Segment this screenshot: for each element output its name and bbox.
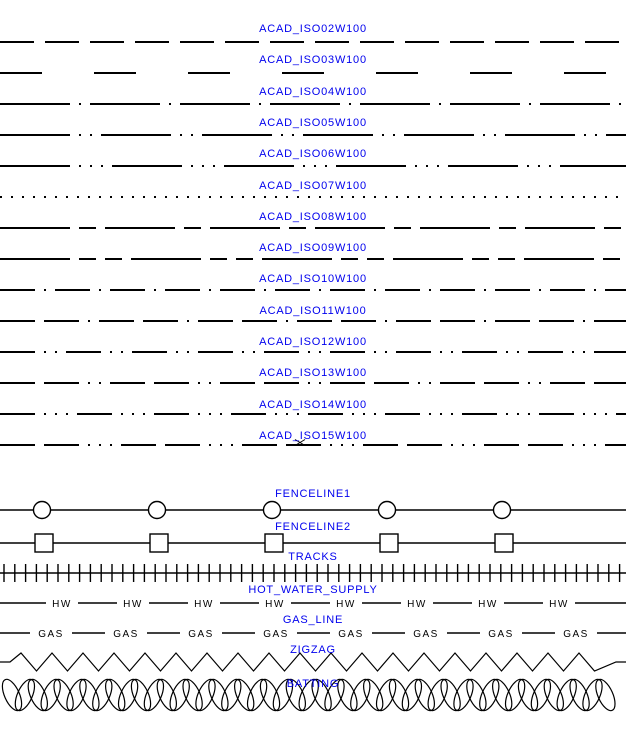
gas-inline-text: GAS <box>413 629 439 640</box>
point-marker-icon <box>294 439 306 446</box>
linetype-label-acad-iso11w100: ACAD_ISO11W100 <box>259 304 367 317</box>
hw-inline-text: HW <box>123 599 143 610</box>
linetype-sample-acad-iso11w100[interactable] <box>0 318 626 324</box>
linetype-sample-acad-iso12w100[interactable] <box>0 349 626 355</box>
linetype-sample-acad-iso05w100[interactable] <box>0 132 626 138</box>
linetype-label-acad-iso06w100: ACAD_ISO06W100 <box>259 148 367 161</box>
linetype-label-acad-iso05w100: ACAD_ISO05W100 <box>259 116 367 129</box>
linetype-label-tracks: TRACKS <box>288 551 338 563</box>
linetype-label-acad-iso12w100: ACAD_ISO12W100 <box>259 336 367 348</box>
linetype-label-acad-iso13w100: ACAD_ISO13W100 <box>259 367 367 380</box>
linetype-sample-acad-iso07w100[interactable] <box>0 194 626 200</box>
linetype-sample-acad-iso04w100[interactable] <box>0 101 626 107</box>
linetype-label-gas-line: GAS_LINE <box>282 614 344 626</box>
gas-inline-text: GAS <box>38 629 64 640</box>
fenceline1-sample[interactable] <box>0 497 626 523</box>
gas-line-sample[interactable]: GAS GAS GAS GAS GAS GAS GAS GAS <box>0 625 626 641</box>
gas-inline-text: GAS <box>488 629 514 640</box>
hw-inline-text: HW <box>265 599 285 610</box>
hot-water-supply-sample[interactable]: HW HW HW HW HW HW HW HW <box>0 595 626 611</box>
linetype-label-fenceline1: FENCELINE1 <box>275 488 351 500</box>
linetype-sample-acad-iso06w100[interactable] <box>0 163 626 169</box>
hw-inline-text: HW <box>407 599 427 610</box>
linetype-sample-acad-iso03w100[interactable] <box>0 70 626 76</box>
linetype-label-acad-iso04w100: ACAD_ISO04W100 <box>259 85 367 98</box>
linetype-label-hot-water-supply: HOT_WATER_SUPPLY <box>248 584 378 596</box>
linetype-label-acad-iso10w100: ACAD_ISO10W100 <box>259 273 367 286</box>
linetype-sample-acad-iso13w100[interactable] <box>0 380 626 386</box>
batting-sample[interactable] <box>0 677 626 715</box>
linetype-sample-acad-iso14w100[interactable] <box>0 411 626 417</box>
linetype-label-acad-iso14w100: ACAD_ISO14W100 <box>259 398 367 411</box>
linetype-sample-acad-iso15w100[interactable] <box>0 442 626 448</box>
linetype-label-batting: BATTING <box>286 678 340 690</box>
tracks-sample[interactable] <box>0 563 626 583</box>
linetype-label-acad-iso07w100: ACAD_ISO07W100 <box>259 179 367 192</box>
fenceline2-sample[interactable] <box>0 532 626 554</box>
linetype-label-acad-iso15w100: ACAD_ISO15W100 <box>259 429 367 442</box>
gas-inline-text: GAS <box>263 629 289 640</box>
linetype-sample-acad-iso02w100[interactable] <box>0 39 626 45</box>
hw-inline-text: HW <box>478 599 498 610</box>
hw-inline-text: HW <box>549 599 569 610</box>
linetype-sample-acad-iso09w100[interactable] <box>0 256 626 262</box>
gas-inline-text: GAS <box>563 629 589 640</box>
hw-inline-text: HW <box>194 599 214 610</box>
linetype-sample-acad-iso10w100[interactable] <box>0 287 626 293</box>
gas-inline-text: GAS <box>188 629 214 640</box>
linetype-label-acad-iso09w100: ACAD_ISO09W100 <box>259 242 367 255</box>
zigzag-sample[interactable] <box>0 649 626 675</box>
linetype-label-acad-iso08w100: ACAD_ISO08W100 <box>259 210 367 223</box>
linetype-sample-acad-iso08w100[interactable] <box>0 225 626 231</box>
gas-inline-text: GAS <box>338 629 364 640</box>
linetype-label-fenceline2: FENCELINE2 <box>275 521 351 533</box>
linetype-label-acad-iso03w100: ACAD_ISO03W100 <box>259 54 367 67</box>
hw-inline-text: HW <box>336 599 356 610</box>
gas-inline-text: GAS <box>113 629 139 640</box>
hw-inline-text: HW <box>52 599 72 610</box>
linetype-label-zigzag: ZIGZAG <box>290 644 336 656</box>
linetype-label-acad-iso02w100: ACAD_ISO02W100 <box>259 23 367 35</box>
